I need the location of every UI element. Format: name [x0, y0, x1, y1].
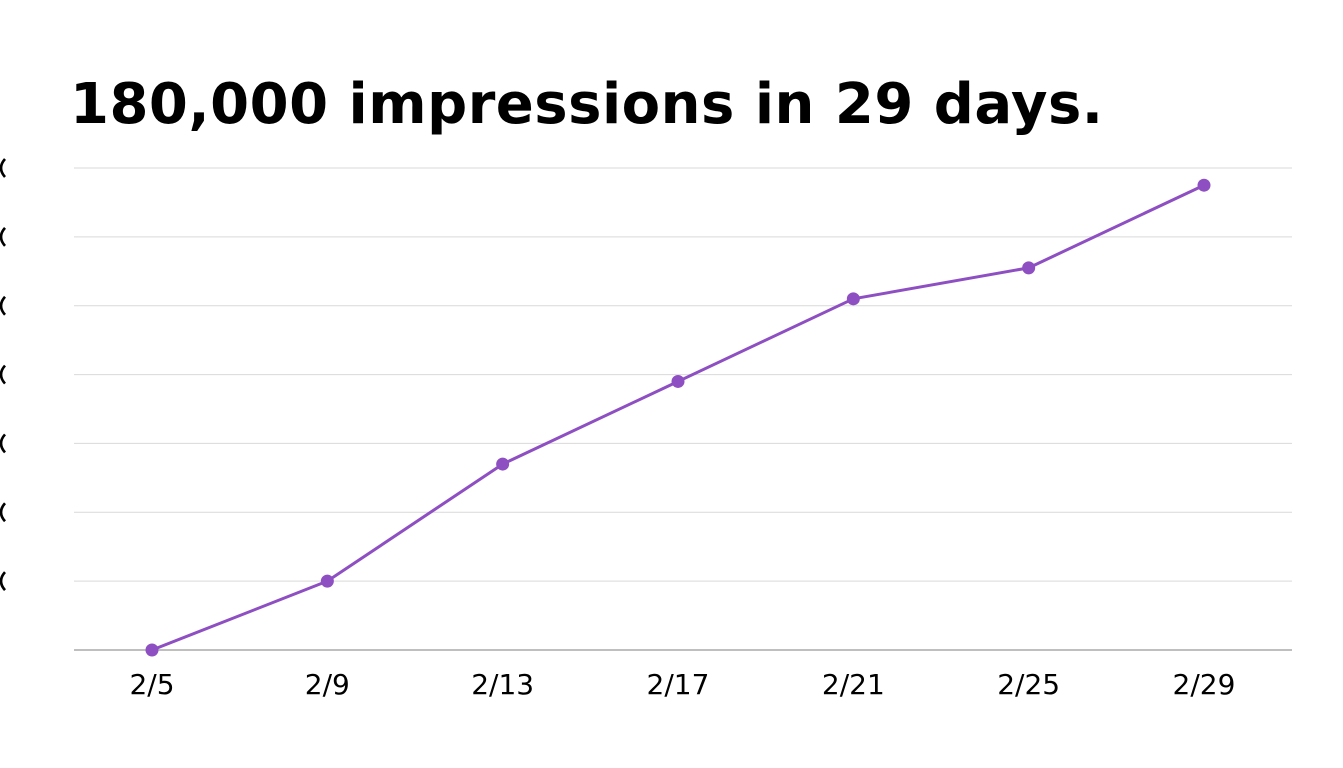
x-tick-label: 2/29 [1173, 668, 1236, 701]
y-tick-label-clipped [0, 364, 7, 385]
x-tick-label: 2/9 [305, 668, 350, 701]
data-point [320, 574, 334, 588]
y-axis-tick-marks [0, 158, 7, 592]
data-point [496, 457, 510, 471]
gridlines [74, 167, 1292, 582]
data-point [846, 292, 860, 306]
x-tick-label: 2/17 [647, 668, 710, 701]
x-tick-label: 2/21 [822, 668, 885, 701]
y-tick-label-clipped [0, 502, 7, 523]
y-tick-label-clipped [0, 158, 7, 178]
data-point [1022, 261, 1036, 275]
series-group [145, 178, 1211, 657]
data-point [145, 643, 159, 657]
y-tick-label-clipped [0, 571, 7, 592]
y-tick-label-clipped [0, 433, 7, 454]
x-tick-label: 2/25 [997, 668, 1060, 701]
x-tick-label: 2/5 [129, 668, 174, 701]
series-line [151, 183, 1205, 652]
x-tick-label: 2/13 [471, 668, 534, 701]
y-tick-label-clipped [0, 295, 7, 316]
y-tick-label-clipped [0, 226, 7, 247]
data-point [671, 374, 685, 388]
data-point [1197, 178, 1211, 192]
x-axis-tick-labels: 2/5 2/9 2/13 2/17 2/21 2/25 2/29 [129, 668, 1235, 701]
chart-title: 180,000 impressions in 29 days. [70, 72, 1104, 137]
